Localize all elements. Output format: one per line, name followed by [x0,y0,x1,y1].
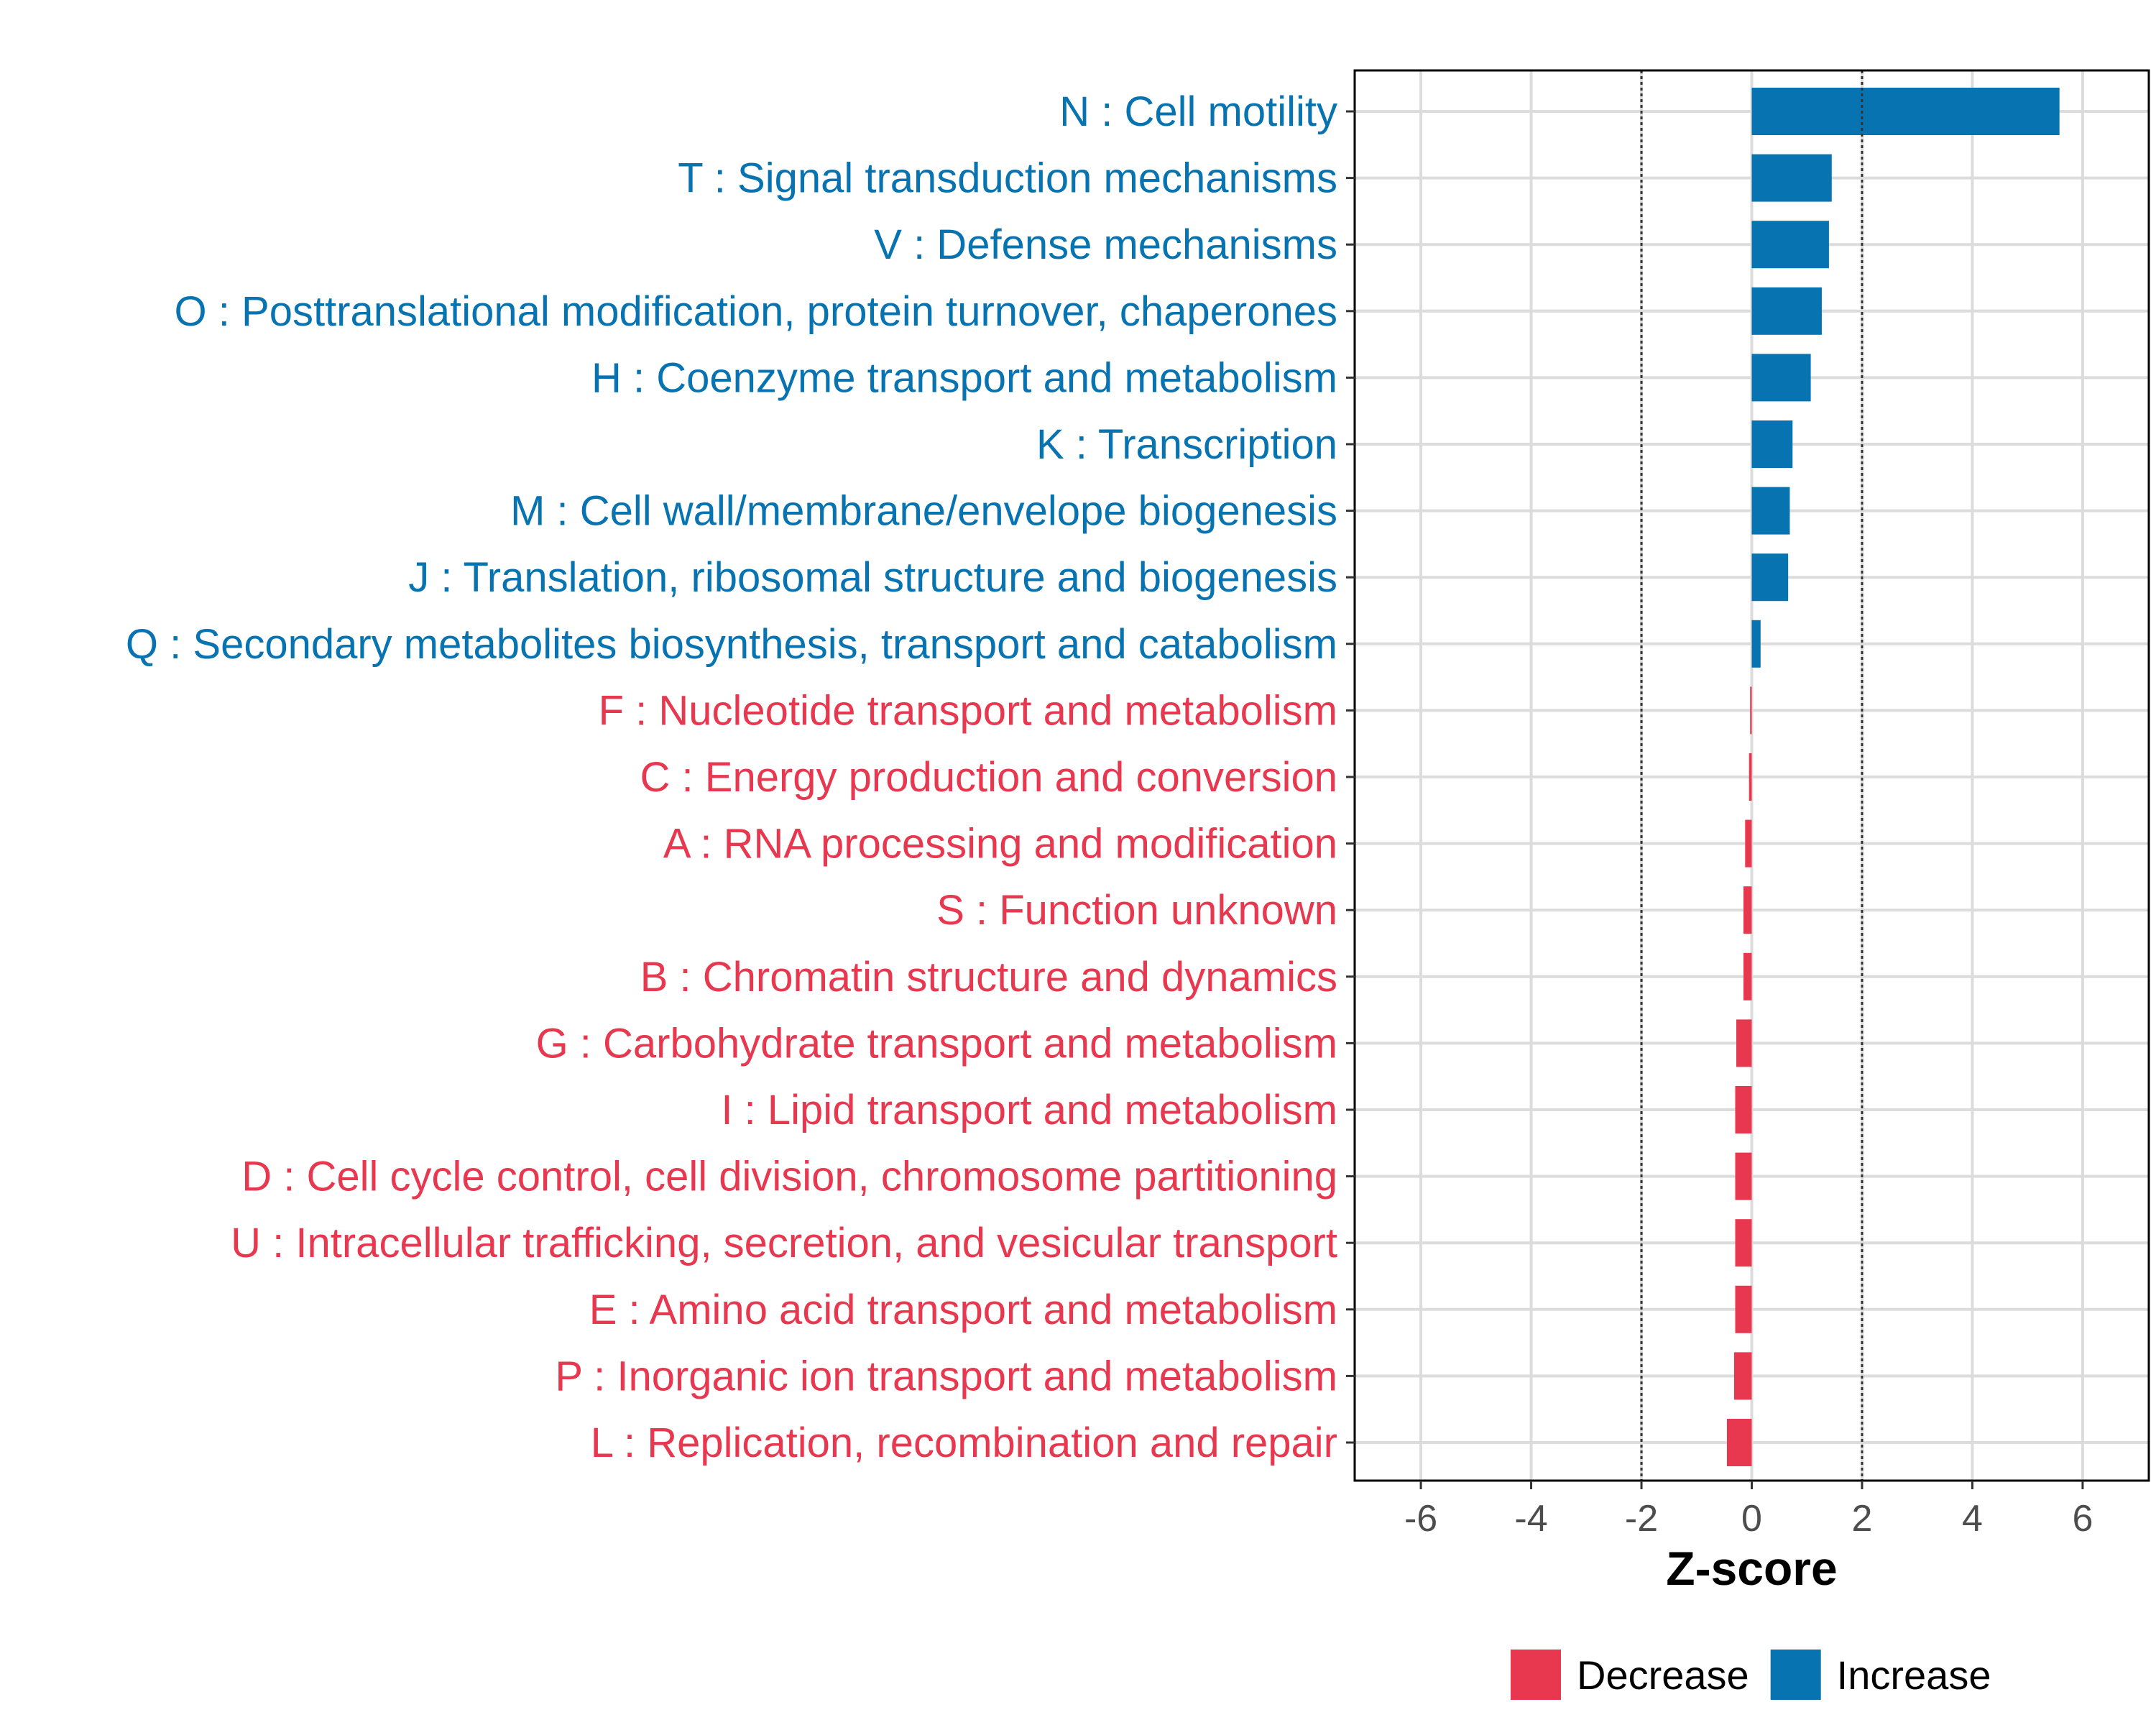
legend-label: Decrease [1577,1652,1749,1698]
category-label: K : Transcription [1036,421,1337,468]
category-label: T : Signal transduction mechanisms [678,155,1337,202]
category-label: M : Cell wall/membrane/envelope biogenes… [510,488,1337,535]
bar [1751,553,1789,602]
legend-swatch [1770,1650,1821,1700]
category-label: P : Inorganic ion transport and metaboli… [555,1353,1337,1399]
category-label: V : Defense mechanisms [874,221,1337,268]
x-tick-label: 4 [1962,1498,1983,1540]
bar [1743,886,1752,934]
bar [1735,1219,1752,1267]
bar [1751,88,2060,135]
category-label: O : Posttranslational modification, prot… [175,288,1337,335]
reference-lines [1640,70,1864,1481]
bar [1733,1352,1752,1400]
category-label: S : Function unknown [936,887,1337,934]
category-label: J : Translation, ribosomal structure and… [408,554,1337,601]
bar [1736,1019,1752,1067]
bar [1751,221,1829,269]
category-label: N : Cell motility [1059,88,1337,135]
category-label: F : Nucleotide transport and metabolism [599,687,1337,734]
x-tick-label: 6 [2072,1498,2093,1540]
category-label: Q : Secondary metabolites biosynthesis, … [126,621,1337,668]
category-label: G : Carbohydrate transport and metabolis… [536,1020,1337,1067]
legend: Decrease Increase [1511,1650,1991,1700]
bar [1743,952,1752,1000]
bar [1726,1419,1752,1466]
category-label: D : Cell cycle control, cell division, c… [241,1154,1337,1200]
bar [1735,1152,1752,1200]
category-label: L : Replication, recombination and repai… [591,1420,1337,1466]
category-label: H : Coenzyme transport and metabolism [591,354,1337,401]
bar [1745,819,1752,868]
x-axis-title: Z-score [1666,1542,1837,1595]
bar [1751,620,1761,668]
x-axis-ticks: -6 -4 -2 0 2 4 6 [1404,1481,2093,1540]
category-label: I : Lipid transport and metabolism [721,1087,1337,1133]
category-label: A : RNA processing and modification [663,821,1337,868]
x-tick-label: -6 [1404,1498,1437,1540]
legend-swatch [1511,1650,1561,1700]
x-tick-label: -2 [1625,1498,1658,1540]
category-label: C : Energy production and conversion [640,754,1337,801]
bar-layer [1726,88,2060,1466]
bar [1751,154,1832,202]
y-axis-ticks: N : Cell motility T : Signal transduction… [126,88,1355,1466]
bar [1751,354,1811,402]
bar [1751,487,1790,535]
category-label: U : Intracellular trafficking, secretion… [231,1220,1337,1266]
x-tick-label: 0 [1741,1498,1762,1540]
bar [1750,686,1752,735]
category-label: B : Chromatin structure and dynamics [640,954,1337,1000]
x-tick-label: -4 [1514,1498,1547,1540]
bar [1751,420,1793,468]
x-tick-label: 2 [1852,1498,1873,1540]
bar [1749,753,1752,801]
bar [1751,287,1822,335]
bar [1735,1285,1752,1333]
category-label: E : Amino acid transport and metabolism [589,1287,1337,1333]
bar [1735,1086,1752,1133]
legend-label: Increase [1837,1652,1991,1698]
